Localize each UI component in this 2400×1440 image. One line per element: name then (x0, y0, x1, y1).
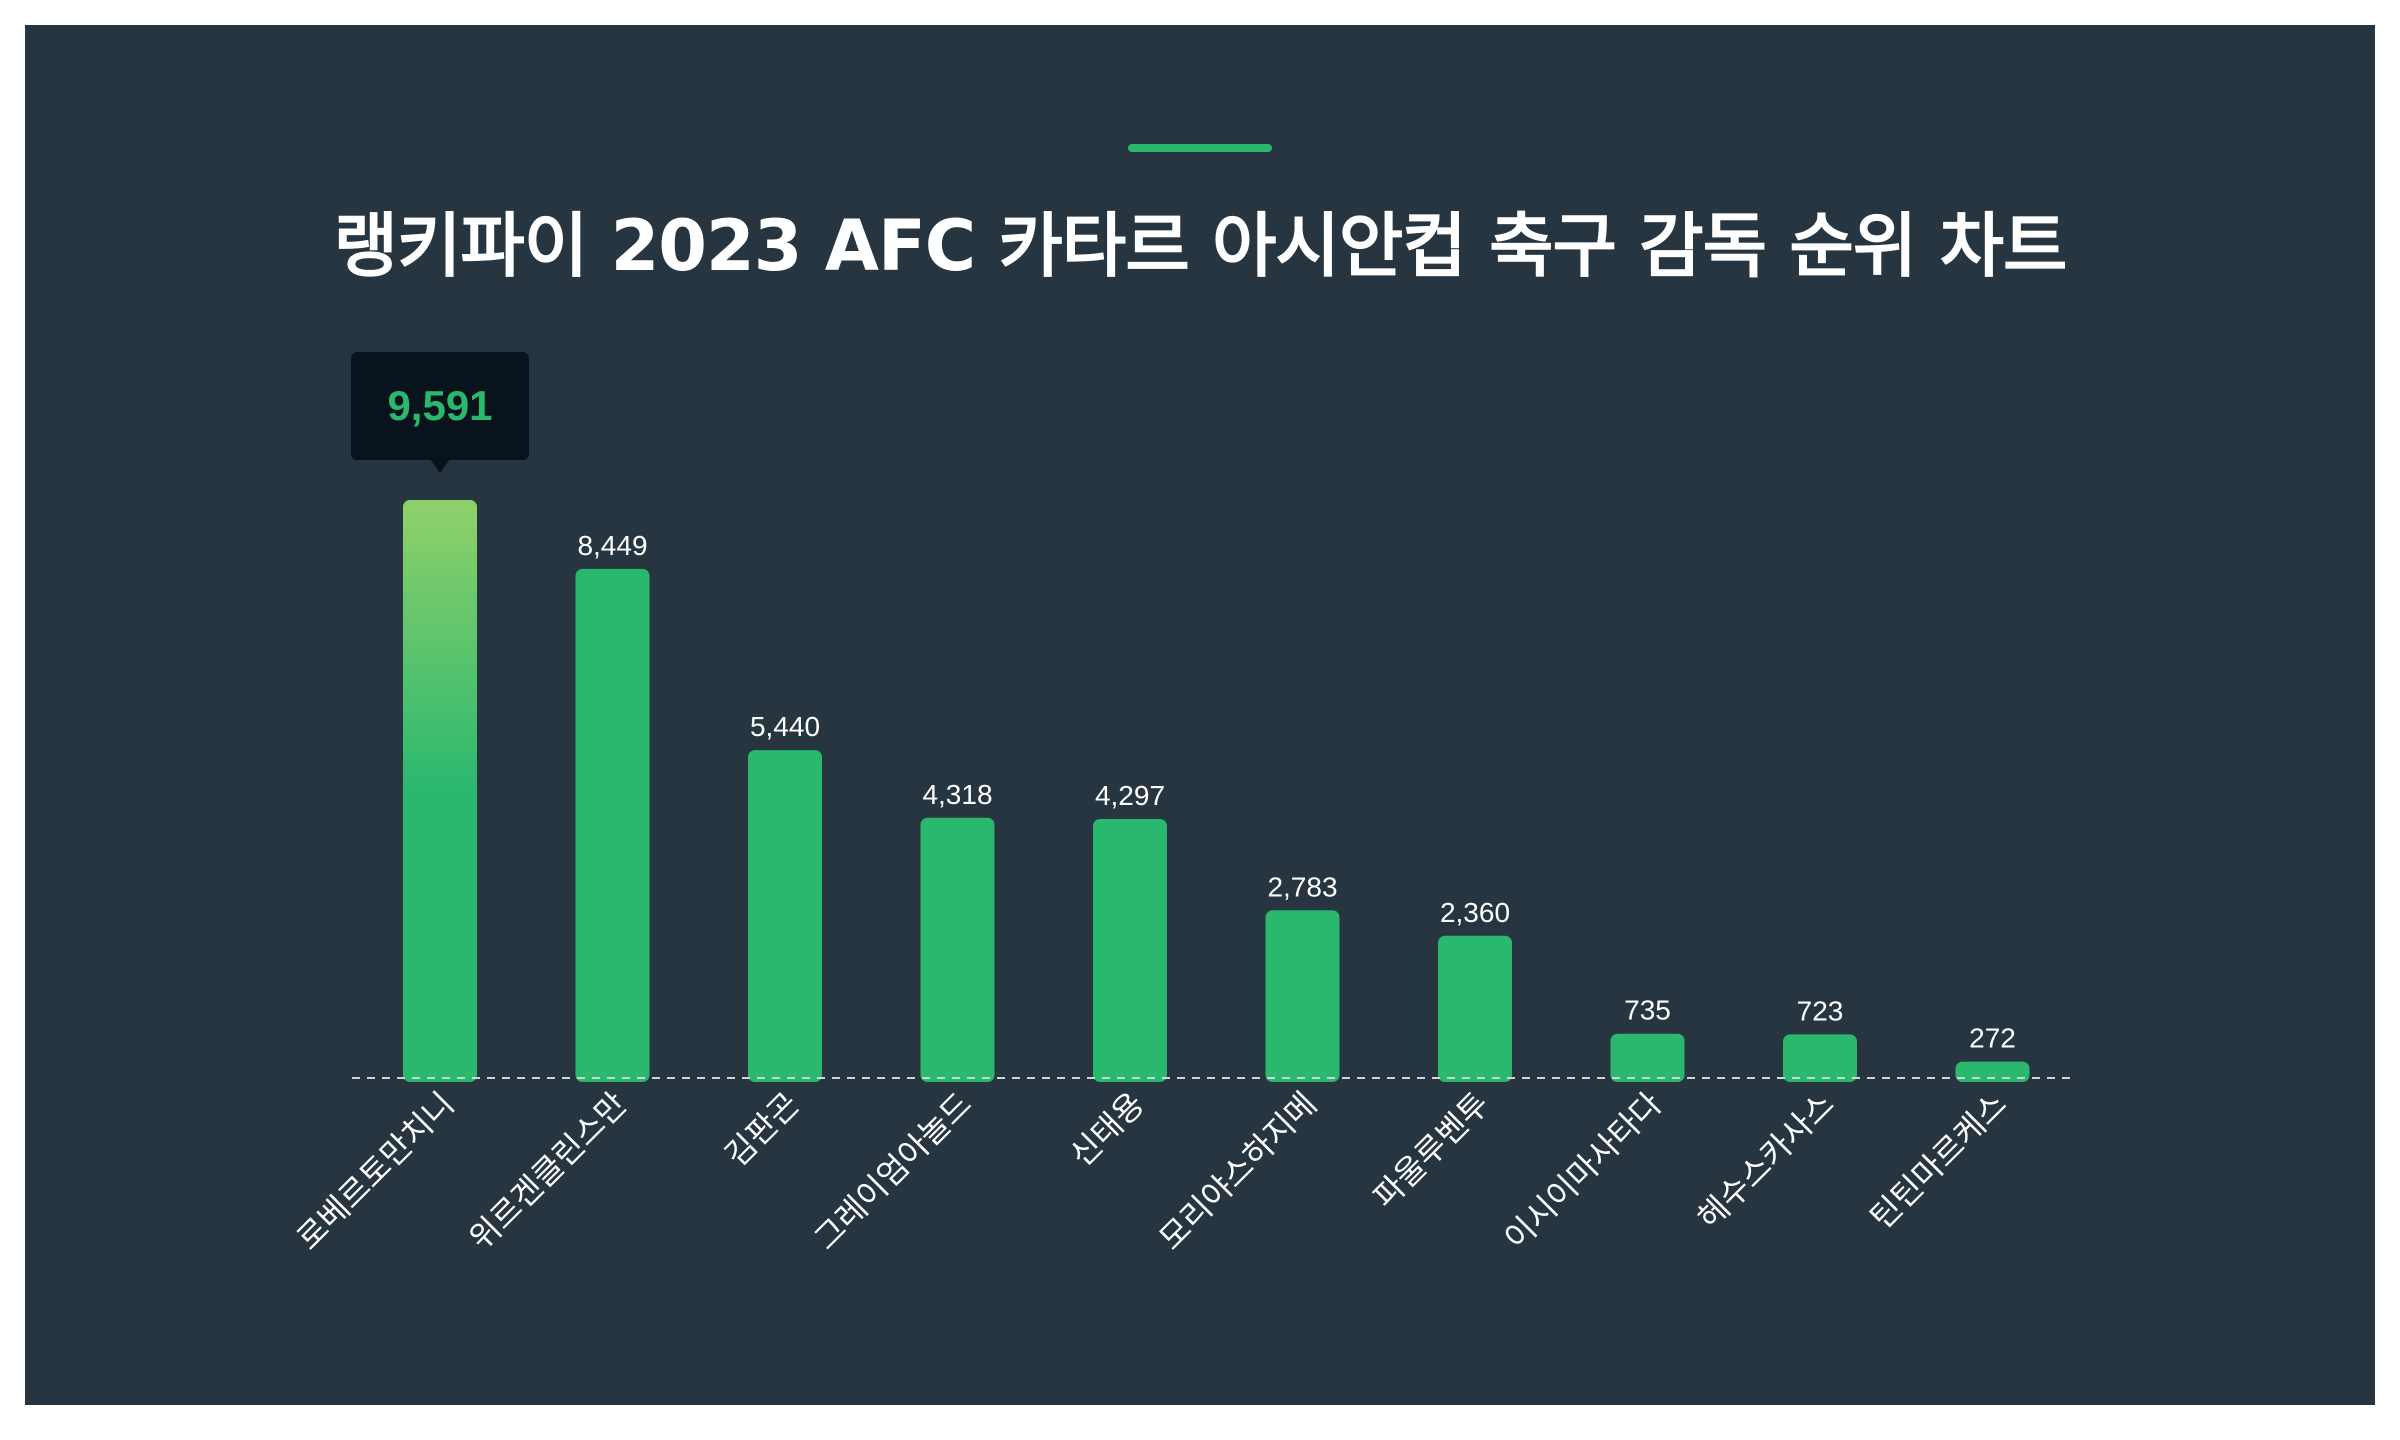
bar-6[interactable] (1265, 910, 1340, 1082)
category-label: 틴틴마르케스 (1862, 1085, 2014, 1237)
tooltip-value: 9,591 (387, 382, 492, 429)
title-accent-bar (1128, 144, 1272, 152)
category-label: 신태용 (1062, 1085, 1151, 1174)
value-label: 4,297 (1095, 780, 1165, 811)
bar-8[interactable] (1610, 1033, 1685, 1082)
value-label: 735 (1624, 995, 1671, 1026)
value-label: 8,449 (577, 530, 647, 561)
bar-1[interactable] (403, 500, 477, 1082)
value-label: 2,783 (1267, 871, 1337, 902)
value-label: 4,318 (922, 779, 992, 810)
category-label: 김판곤 (717, 1085, 806, 1174)
bar-9[interactable] (1783, 1034, 1857, 1082)
bar-5[interactable] (1093, 819, 1167, 1082)
category-label: 헤수스카사스 (1690, 1085, 1842, 1237)
category-label: 로베르토만치니 (289, 1085, 462, 1258)
category-label: 이시이마사타다 (1497, 1085, 1670, 1258)
bar-10[interactable] (1955, 1061, 2030, 1082)
category-label: 그레이엄아놀드 (807, 1085, 980, 1258)
chart-title: 랭키파이 2023 AFC 카타르 아시안컵 축구 감독 순위 차트 (333, 205, 2068, 287)
value-label: 5,440 (750, 711, 820, 742)
bar-4[interactable] (920, 817, 995, 1082)
bar-2[interactable] (575, 568, 650, 1082)
value-label: 723 (1797, 995, 1844, 1026)
category-label: 위르겐클린스만 (462, 1085, 635, 1258)
category-label: 파울루벤투 (1366, 1085, 1497, 1216)
bar-7[interactable] (1438, 935, 1512, 1082)
value-tooltip: 9,591 (351, 352, 529, 473)
tooltip-pointer (430, 459, 450, 473)
tooltip-box (351, 352, 529, 460)
bar-3[interactable] (748, 750, 822, 1082)
value-label: 2,360 (1440, 897, 1510, 928)
category-label: 모리야스하지메 (1152, 1085, 1325, 1258)
value-label: 272 (1969, 1023, 2016, 1054)
